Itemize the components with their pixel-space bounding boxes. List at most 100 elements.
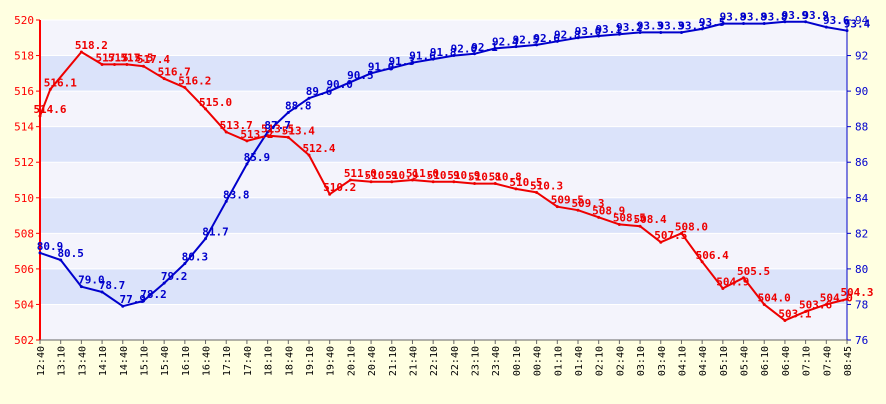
data-label: 504.9 (716, 275, 749, 288)
data-point (121, 304, 125, 308)
data-label: 91.8 (430, 46, 457, 59)
right-tick-label: 84 (855, 192, 869, 205)
data-label: 93.8 (720, 11, 747, 24)
data-point (245, 162, 249, 166)
data-point (721, 22, 725, 26)
data-label: 510.2 (323, 181, 356, 194)
right-tick-label: 86 (855, 156, 868, 169)
x-tick-label: 19:40 (326, 346, 337, 376)
data-point (307, 96, 311, 100)
data-point (617, 222, 621, 226)
data-point (804, 310, 808, 314)
data-label: 80.3 (182, 251, 209, 264)
data-point (804, 20, 808, 24)
data-label: 510.3 (530, 179, 563, 192)
data-point (824, 302, 828, 306)
data-point (348, 80, 352, 84)
data-label: 513.2 (240, 128, 273, 141)
data-point (431, 57, 435, 61)
x-tick-label: 16:40 (202, 346, 213, 376)
data-point (597, 215, 601, 219)
right-tick-label: 90 (855, 85, 868, 98)
data-label: 92.8 (554, 28, 581, 41)
data-label: 77.9 (120, 293, 147, 306)
data-label: 504.0 (820, 291, 853, 304)
data-label: 510.9 (427, 169, 460, 182)
x-tick-label: 01:10 (553, 346, 564, 376)
x-tick-label: 18:10 (264, 346, 275, 376)
x-tick-label: 16:10 (181, 346, 192, 376)
x-tick-label: 15:40 (160, 346, 171, 376)
data-label: 509.3 (571, 197, 604, 210)
data-point (576, 208, 580, 212)
background-band (40, 55, 847, 92)
data-point (555, 39, 559, 43)
data-label: 93.9 (782, 9, 809, 22)
x-tick-label: 13:10 (57, 346, 68, 376)
x-tick-label: 20:10 (346, 346, 357, 376)
data-label: 503.6 (799, 299, 832, 312)
data-label: 516.1 (44, 76, 77, 89)
data-point (514, 187, 518, 191)
background-band (40, 233, 847, 269)
data-label: 91.3 (389, 55, 416, 68)
data-point (125, 62, 129, 66)
x-tick-label: 23:10 (471, 346, 482, 376)
right-tick-label: 80 (855, 263, 868, 276)
left-tick-label: 518 (14, 50, 34, 63)
data-label: 512.4 (302, 142, 335, 155)
data-point (535, 43, 539, 47)
left-tick-label: 504 (14, 298, 34, 311)
data-point (679, 30, 683, 34)
data-point (845, 297, 849, 301)
data-label: 80.5 (57, 247, 84, 260)
data-point (783, 20, 787, 24)
data-label: 87.7 (264, 119, 291, 132)
left-tick-label: 506 (14, 263, 34, 276)
data-label: 515.0 (199, 96, 232, 109)
x-tick-label: 05:40 (740, 346, 751, 376)
data-label: 506.4 (696, 249, 729, 262)
data-label: 503.1 (778, 307, 811, 320)
background-band (40, 162, 847, 198)
data-point (79, 285, 83, 289)
data-label: 91.0 (368, 60, 395, 73)
data-point (100, 62, 104, 66)
data-point (762, 22, 766, 26)
data-label: 92.6 (533, 32, 560, 45)
x-tick-label: 07:10 (802, 346, 813, 376)
data-label: 510.5 (509, 176, 542, 189)
x-tick-label: 00:40 (533, 346, 544, 376)
data-point (742, 276, 746, 280)
x-tick-label: 08:45 (843, 346, 854, 376)
x-tick-label: 01:40 (574, 346, 585, 376)
x-tick-label: 13:40 (77, 346, 88, 376)
data-point (141, 64, 145, 68)
x-tick-label: 00:10 (512, 346, 523, 376)
data-label: 78.7 (99, 279, 126, 292)
data-label: 93.8 (740, 11, 767, 24)
data-point (48, 87, 52, 91)
data-point (617, 32, 621, 36)
x-tick-label: 02:40 (615, 346, 626, 376)
background-band (40, 304, 847, 340)
data-point (679, 231, 683, 235)
data-label: 511.0 (406, 167, 439, 180)
x-tick-label: 21:10 (388, 346, 399, 376)
data-point (410, 178, 414, 182)
data-label: 518.2 (75, 39, 108, 52)
data-label: 93.0 (575, 25, 602, 38)
data-point (514, 45, 518, 49)
data-point (452, 54, 456, 58)
data-label: 89.6 (306, 85, 333, 98)
data-point (369, 71, 373, 75)
data-label: 510.9 (385, 169, 418, 182)
data-point (555, 205, 559, 209)
data-point (38, 251, 42, 255)
data-point (328, 89, 332, 93)
data-label: 513.5 (261, 123, 294, 136)
data-point (845, 29, 849, 33)
data-label: 517.5 (108, 51, 141, 64)
data-label: 93.5 (699, 16, 726, 29)
x-tick-label: 17:40 (243, 346, 254, 376)
